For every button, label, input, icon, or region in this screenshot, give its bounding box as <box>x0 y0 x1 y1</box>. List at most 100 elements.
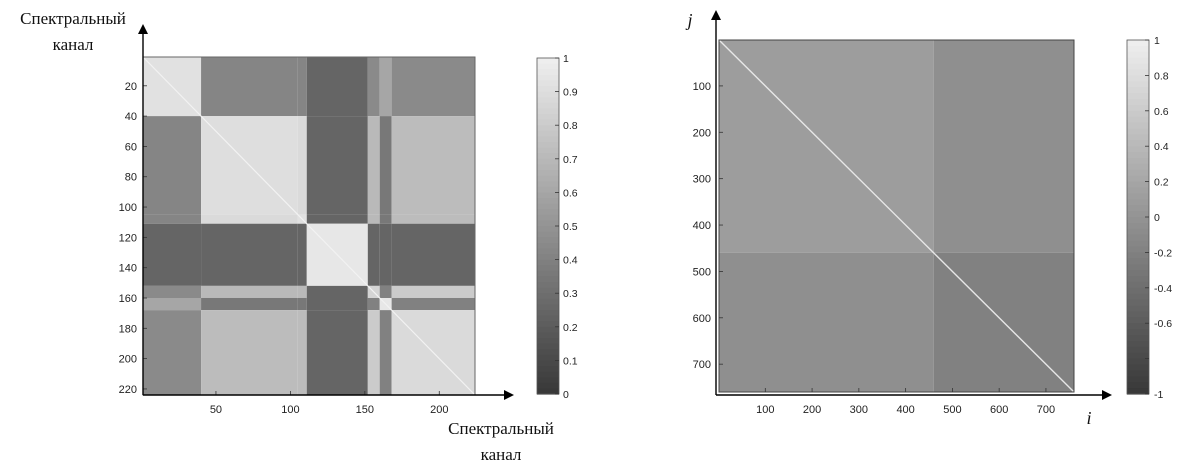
left-heatmap-cell <box>391 297 475 311</box>
right-heatmap-cell <box>933 40 1074 253</box>
left-heatmap-cell <box>306 310 368 395</box>
left-heatmap-cell <box>379 223 392 286</box>
left-colorbar-segment <box>537 220 559 227</box>
left-heatmap-cell <box>379 214 392 224</box>
left-colorbar-segment <box>537 298 559 305</box>
right-y-tick-label: 600 <box>693 313 711 325</box>
right-y-tick-label: 700 <box>693 359 711 371</box>
right-colorbar-segment <box>1127 122 1149 130</box>
left-heatmap-cell <box>201 310 298 395</box>
left-colorbar-segment <box>537 377 559 384</box>
right-colorbar-segment <box>1127 305 1149 312</box>
left-heatmap-cell <box>297 116 307 215</box>
left-colorbar-segment <box>537 226 559 233</box>
right-colorbar-segment <box>1127 376 1149 383</box>
right-colorbar-segment <box>1127 163 1149 171</box>
right-colorbar-segment <box>1127 181 1149 189</box>
right-colorbar-segment <box>1127 293 1149 301</box>
left-heatmap-cell <box>379 57 392 117</box>
right-colorbar-segment <box>1127 75 1149 82</box>
left-heatmap-cell <box>201 223 298 286</box>
left-colorbar-segment <box>537 58 559 65</box>
left-colorbar-segment <box>537 231 559 238</box>
right-colorbar-segment <box>1127 217 1149 224</box>
left-colorbar-segment <box>537 181 559 188</box>
right-colorbar-segment <box>1127 81 1149 88</box>
right-colorbar-segment <box>1127 276 1149 283</box>
left-y-tick-label: 80 <box>125 172 137 184</box>
left-colorbar-segment <box>537 287 559 294</box>
left-colorbar-segment <box>537 371 559 378</box>
left-y-tick-label: 180 <box>119 323 137 335</box>
right-colorbar-segment <box>1127 252 1149 259</box>
right-colorbar-segment <box>1127 228 1149 236</box>
right-plot-frame <box>718 39 1075 393</box>
right-colorbar-segment <box>1127 246 1149 253</box>
left-heatmap-cell <box>379 310 392 395</box>
right-y-axis-label: j <box>685 10 692 30</box>
left-colorbar-segment <box>537 326 559 333</box>
right-y-tick-label: 500 <box>693 266 711 278</box>
left-colorbar-segment <box>537 354 559 361</box>
left-heatmap-cell <box>201 214 298 224</box>
left-heatmap-cell <box>143 223 202 286</box>
left-y-axis-label-line2: канал <box>53 35 94 54</box>
right-colorbar-segment <box>1127 169 1149 177</box>
right-colorbar-segment <box>1127 270 1149 277</box>
left-colorbar-segment <box>537 192 559 199</box>
left-heatmap-cell <box>297 310 307 395</box>
right-colorbar-segment <box>1127 99 1149 106</box>
left-heatmap-cell <box>143 297 202 311</box>
left-colorbar-segment <box>537 304 559 311</box>
right-x-tick-label: 100 <box>756 404 774 416</box>
left-colorbar-segment <box>537 142 559 149</box>
right-colorbar-tick-label: 0.2 <box>1154 177 1169 189</box>
left-colorbar-segment <box>537 69 559 76</box>
right-colorbar-segment <box>1127 187 1149 194</box>
left-colorbar-segment <box>537 282 559 289</box>
right-colorbar-tick-labels: -1 -0.6 -0.4 -0.2 0 0.2 0.4 0.6 0.8 1 <box>1145 35 1172 401</box>
left-y-tick-label: 100 <box>119 202 137 214</box>
left-colorbar-tick-label: 0.3 <box>563 288 578 300</box>
right-y-tick-labels: 100 200 300 400 500 600 700 <box>693 81 723 371</box>
left-y-tick-labels: 20 40 60 80 100 120 140 160 180 200 220 <box>119 81 147 396</box>
right-colorbar-segment <box>1127 329 1149 336</box>
left-colorbar-segment <box>537 276 559 283</box>
left-colorbar-segment <box>537 147 559 154</box>
right-colorbar-segment <box>1127 152 1149 159</box>
left-heatmap-cell <box>391 57 475 117</box>
left-x-tick-label: 100 <box>281 404 299 416</box>
right-colorbar-segment <box>1127 158 1149 165</box>
left-colorbar-tick-label: 0.4 <box>563 255 578 267</box>
left-colorbar-segment <box>537 86 559 93</box>
right-colorbar-segment <box>1127 234 1149 242</box>
left-diagonal <box>142 56 476 396</box>
right-colorbar-segment <box>1127 87 1149 94</box>
left-heatmap-cell <box>306 285 368 298</box>
right-colorbar-segment <box>1127 382 1149 389</box>
left-colorbar-segment <box>537 153 559 160</box>
right-colorbar-segment <box>1127 140 1149 147</box>
left-heatmap-cell <box>306 297 368 311</box>
left-x-tick-label: 50 <box>210 404 222 416</box>
left-colorbar-segment <box>537 343 559 350</box>
left-heatmap-cell <box>367 116 380 215</box>
left-colorbar <box>536 57 560 395</box>
right-colorbar-segment <box>1127 205 1149 212</box>
right-colorbar-segment <box>1127 370 1149 377</box>
left-colorbar-tick-label: 0.8 <box>563 120 578 132</box>
left-y-axis-label-line1: Спектральный <box>20 9 126 28</box>
left-heatmap-cell <box>201 297 298 311</box>
left-colorbar-segment <box>537 321 559 328</box>
right-colorbar-tick-label: 1 <box>1154 35 1160 47</box>
left-x-axis-label-line1: Спектральный <box>448 419 554 438</box>
right-colorbar-segment <box>1127 258 1149 265</box>
left-heatmap-cell <box>379 285 392 298</box>
right-y-tick-label: 200 <box>693 127 711 139</box>
right-colorbar-segment <box>1127 364 1149 371</box>
left-colorbar-tick-labels: 0 0.1 0.2 0.3 0.4 0.5 0.6 0.7 0.8 0.9 1 <box>555 53 578 401</box>
right-colorbar-segment <box>1127 352 1149 360</box>
left-colorbar-tick-label: 0.7 <box>563 154 578 166</box>
right-x-tick-label: 700 <box>1037 404 1055 416</box>
left-colorbar-segment <box>537 164 559 171</box>
